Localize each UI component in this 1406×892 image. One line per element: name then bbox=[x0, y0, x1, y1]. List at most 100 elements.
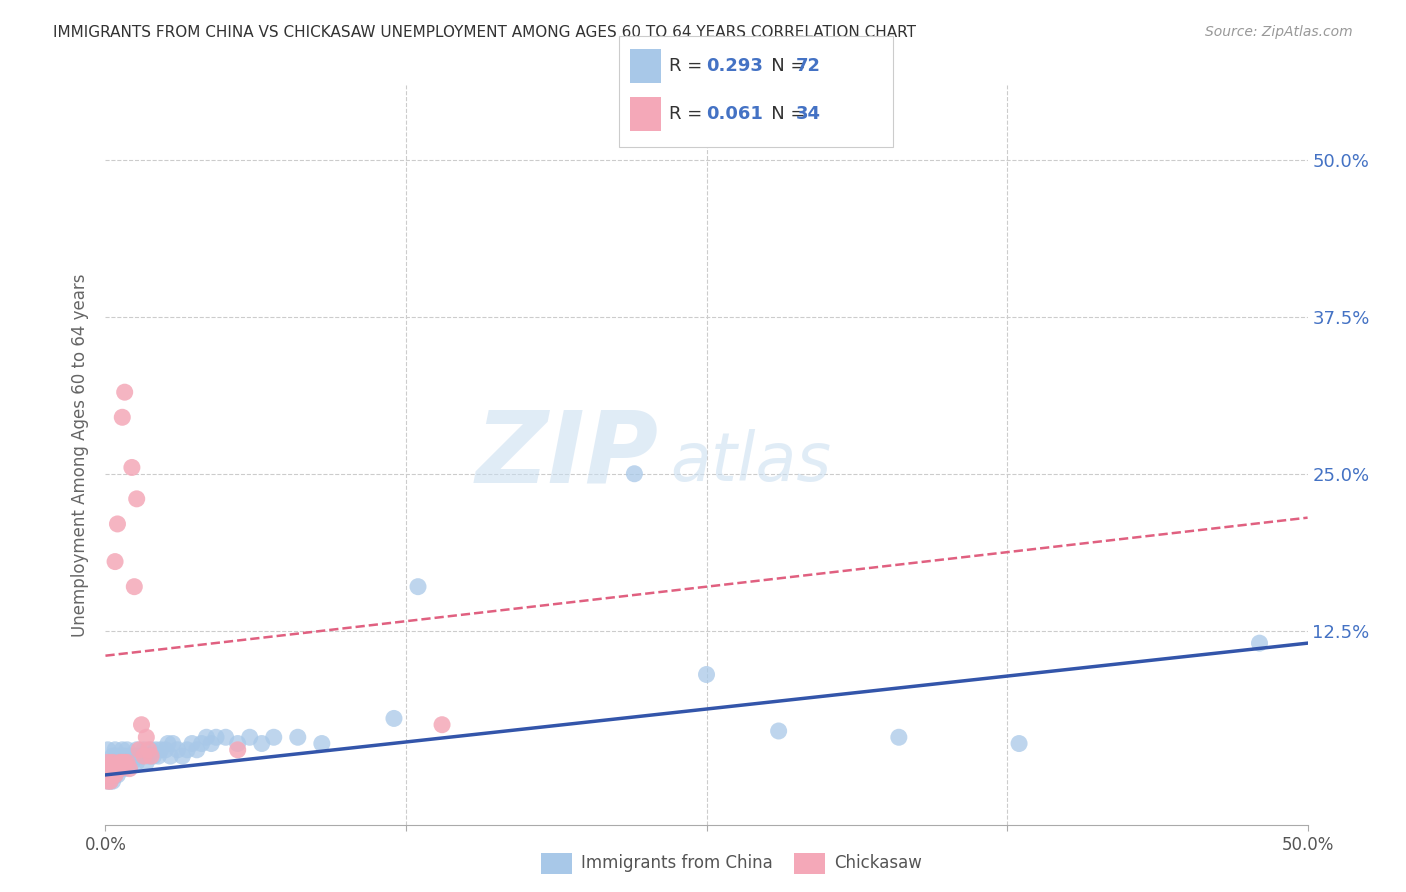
Point bbox=[108, 756, 131, 770]
Point bbox=[107, 516, 129, 531]
Point bbox=[115, 756, 138, 770]
Point bbox=[887, 731, 910, 745]
Text: 0.061: 0.061 bbox=[706, 105, 762, 123]
Text: 72: 72 bbox=[796, 57, 821, 75]
Point bbox=[111, 743, 134, 757]
Point bbox=[155, 743, 177, 757]
Point bbox=[97, 768, 120, 782]
Point bbox=[131, 749, 153, 764]
Point bbox=[138, 749, 160, 764]
Point bbox=[104, 743, 127, 757]
Point bbox=[98, 774, 121, 789]
Point bbox=[107, 768, 129, 782]
Point bbox=[138, 743, 160, 757]
Point bbox=[121, 460, 143, 475]
Point bbox=[768, 723, 790, 738]
Point bbox=[97, 774, 120, 789]
Point bbox=[406, 580, 429, 594]
Point bbox=[104, 762, 127, 776]
Point bbox=[114, 756, 136, 770]
Point bbox=[124, 580, 146, 594]
Text: 0.293: 0.293 bbox=[706, 57, 762, 75]
Point bbox=[148, 749, 170, 764]
Point bbox=[139, 743, 162, 757]
Point bbox=[104, 555, 127, 569]
Point bbox=[239, 731, 262, 745]
Point bbox=[159, 749, 181, 764]
Point bbox=[166, 743, 188, 757]
Point bbox=[111, 749, 134, 764]
Point bbox=[107, 762, 129, 776]
Text: Source: ZipAtlas.com: Source: ZipAtlas.com bbox=[1205, 25, 1353, 39]
Point bbox=[156, 737, 179, 751]
Point bbox=[214, 731, 236, 745]
Point bbox=[97, 756, 120, 770]
Point bbox=[149, 743, 172, 757]
Point bbox=[135, 731, 157, 745]
Point bbox=[104, 762, 127, 776]
Point bbox=[104, 768, 127, 782]
Point bbox=[181, 737, 204, 751]
Point bbox=[97, 774, 120, 789]
Text: N =: N = bbox=[754, 57, 811, 75]
Point bbox=[162, 737, 184, 751]
Point bbox=[145, 743, 167, 757]
Point bbox=[128, 743, 150, 757]
Point bbox=[98, 762, 121, 776]
Y-axis label: Unemployment Among Ages 60 to 64 years: Unemployment Among Ages 60 to 64 years bbox=[72, 273, 90, 637]
Text: 34: 34 bbox=[796, 105, 821, 123]
Point bbox=[125, 491, 148, 506]
Point bbox=[124, 749, 146, 764]
Point bbox=[263, 731, 285, 745]
Point bbox=[108, 762, 131, 776]
Point bbox=[623, 467, 645, 481]
Text: Chickasaw: Chickasaw bbox=[834, 855, 922, 872]
Point bbox=[186, 743, 208, 757]
Point bbox=[118, 749, 141, 764]
Point bbox=[107, 749, 129, 764]
Point bbox=[142, 749, 165, 764]
Point bbox=[97, 762, 120, 776]
Point bbox=[101, 749, 124, 764]
Text: IMMIGRANTS FROM CHINA VS CHICKASAW UNEMPLOYMENT AMONG AGES 60 TO 64 YEARS CORREL: IMMIGRANTS FROM CHINA VS CHICKASAW UNEMP… bbox=[53, 25, 917, 40]
Point bbox=[1249, 636, 1271, 650]
Point bbox=[104, 768, 127, 782]
Point bbox=[131, 717, 153, 731]
Point bbox=[114, 749, 136, 764]
Point bbox=[101, 774, 124, 789]
Point bbox=[430, 717, 453, 731]
Point bbox=[115, 756, 138, 770]
Point bbox=[115, 743, 138, 757]
Point bbox=[114, 762, 136, 776]
Point bbox=[132, 749, 155, 764]
Point bbox=[200, 737, 222, 751]
Point bbox=[311, 737, 333, 751]
Point bbox=[118, 762, 141, 776]
Point bbox=[135, 756, 157, 770]
Point bbox=[195, 731, 218, 745]
Point bbox=[101, 768, 124, 782]
Point bbox=[104, 756, 127, 770]
Point bbox=[98, 774, 121, 789]
Point bbox=[190, 737, 212, 751]
Point bbox=[287, 731, 309, 745]
Point bbox=[97, 768, 120, 782]
Text: Immigrants from China: Immigrants from China bbox=[581, 855, 772, 872]
Point bbox=[125, 756, 148, 770]
Point bbox=[98, 768, 121, 782]
Point bbox=[121, 756, 143, 770]
Point bbox=[97, 756, 120, 770]
Point bbox=[98, 756, 121, 770]
Point bbox=[111, 756, 134, 770]
Point bbox=[205, 731, 228, 745]
Point bbox=[108, 756, 131, 770]
Point bbox=[101, 768, 124, 782]
Point bbox=[696, 667, 718, 681]
Point bbox=[97, 743, 120, 757]
Point bbox=[107, 756, 129, 770]
Point bbox=[172, 749, 194, 764]
Text: R =: R = bbox=[669, 105, 709, 123]
Point bbox=[108, 762, 131, 776]
Point bbox=[139, 749, 162, 764]
Text: N =: N = bbox=[754, 105, 811, 123]
